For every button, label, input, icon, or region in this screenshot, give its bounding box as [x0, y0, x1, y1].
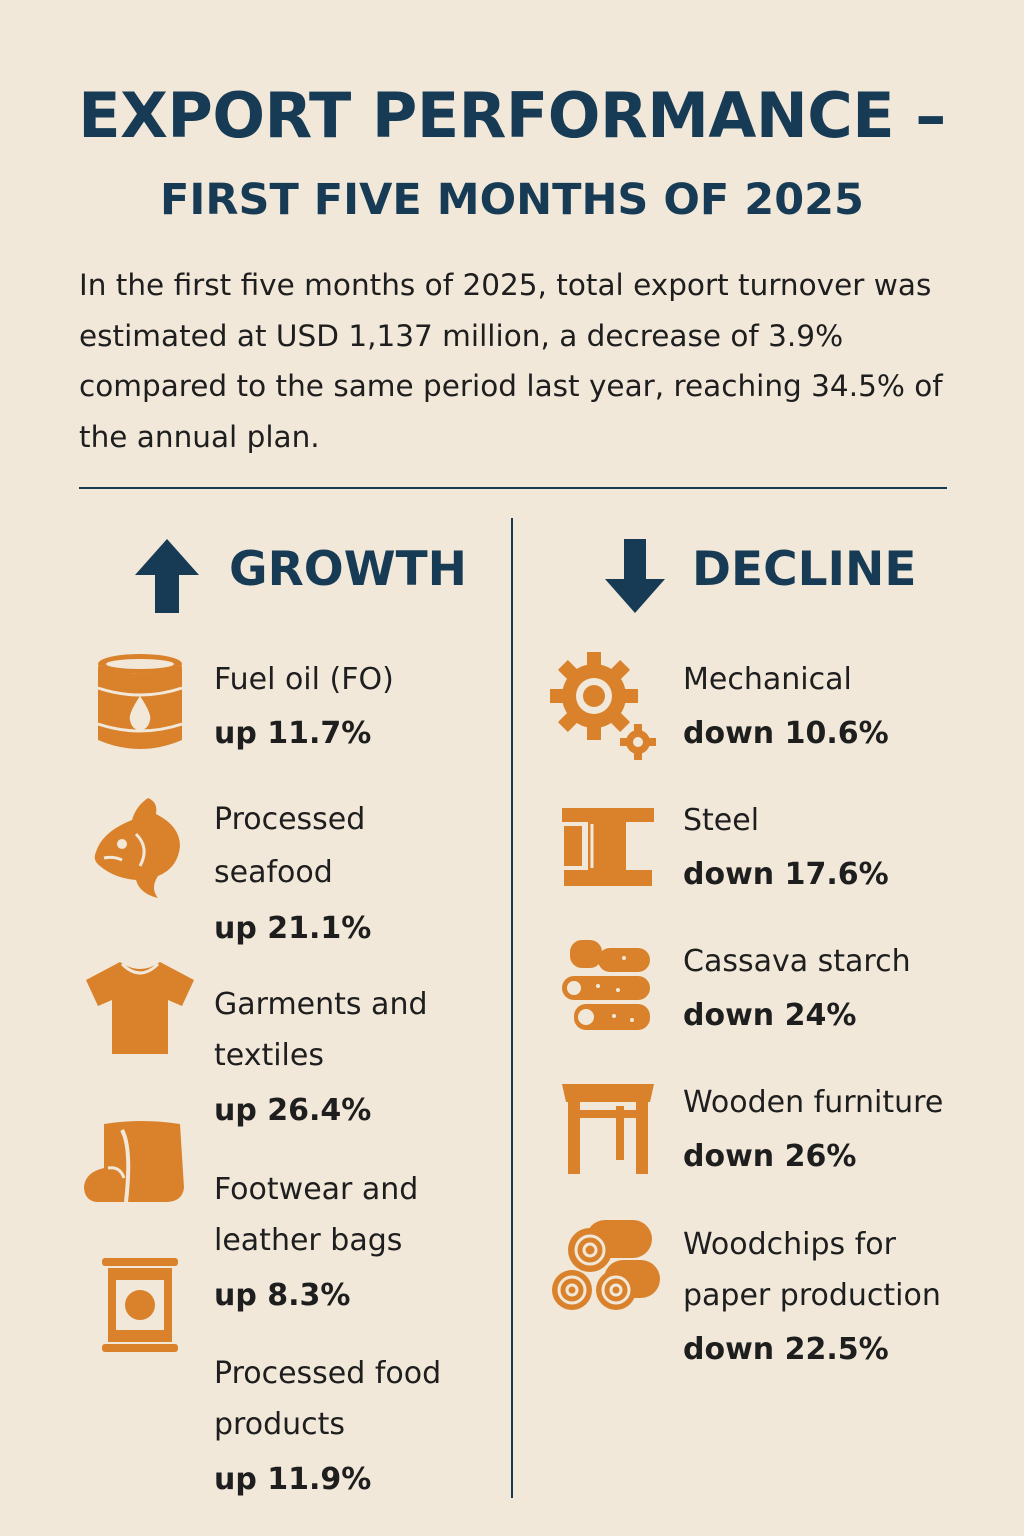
vertical-divider [511, 518, 513, 1498]
decline-item-change: down 24% [683, 998, 857, 1033]
growth-item-label: Processed [214, 802, 366, 837]
growth-item-label: Footwear and [214, 1172, 419, 1207]
oil-barrel-icon [97, 654, 183, 749]
decline-heading: DECLINE [692, 542, 917, 597]
arrow-down-icon [605, 539, 665, 613]
growth-item-change: up 21.1% [214, 911, 372, 946]
growth-item-label: products [214, 1407, 346, 1442]
food-can-icon [102, 1258, 178, 1352]
tshirt-icon [86, 962, 194, 1054]
logs-icon [552, 1220, 660, 1310]
decline-item-label: Woodchips for [683, 1227, 896, 1262]
growth-item-label: Fuel oil (FO) [214, 662, 394, 697]
growth-item-change: up 26.4% [214, 1093, 372, 1128]
gears-icon [550, 652, 656, 760]
cassava-icon [562, 940, 650, 1030]
growth-item-label: Garments and [214, 987, 428, 1022]
decline-item-label: Mechanical [683, 662, 852, 697]
decline-item-change: down 22.5% [683, 1332, 889, 1367]
fish-icon [94, 798, 180, 898]
growth-item-label: textiles [214, 1038, 324, 1073]
decline-item-change: down 10.6% [683, 716, 889, 751]
growth-item-label: Processed food [214, 1356, 442, 1391]
growth-item-label: seafood [214, 855, 333, 890]
decline-item-label: paper production [683, 1278, 941, 1313]
decline-item-label: Steel [683, 803, 760, 838]
boot-icon [84, 1121, 184, 1203]
arrow-up-icon [135, 539, 199, 613]
growth-item-change: up 11.7% [214, 716, 372, 751]
intro-paragraph: In the first five months of 2025, total … [79, 268, 943, 454]
horizontal-divider [79, 487, 947, 489]
page-title: EXPORT PERFORMANCE – [78, 79, 946, 152]
decline-item-change: down 26% [683, 1139, 857, 1174]
table-icon [562, 1084, 654, 1174]
decline-item-label: Wooden furniture [683, 1085, 944, 1120]
growth-item-label: leather bags [214, 1223, 403, 1258]
decline-item-change: down 17.6% [683, 857, 889, 892]
growth-item-change: up 11.9% [214, 1462, 372, 1497]
page-subtitle: FIRST FIVE MONTHS OF 2025 [160, 175, 864, 225]
growth-heading: GROWTH [229, 542, 467, 597]
steel-beam-icon [562, 808, 654, 886]
growth-item-change: up 8.3% [214, 1278, 351, 1313]
decline-item-label: Cassava starch [683, 944, 911, 979]
